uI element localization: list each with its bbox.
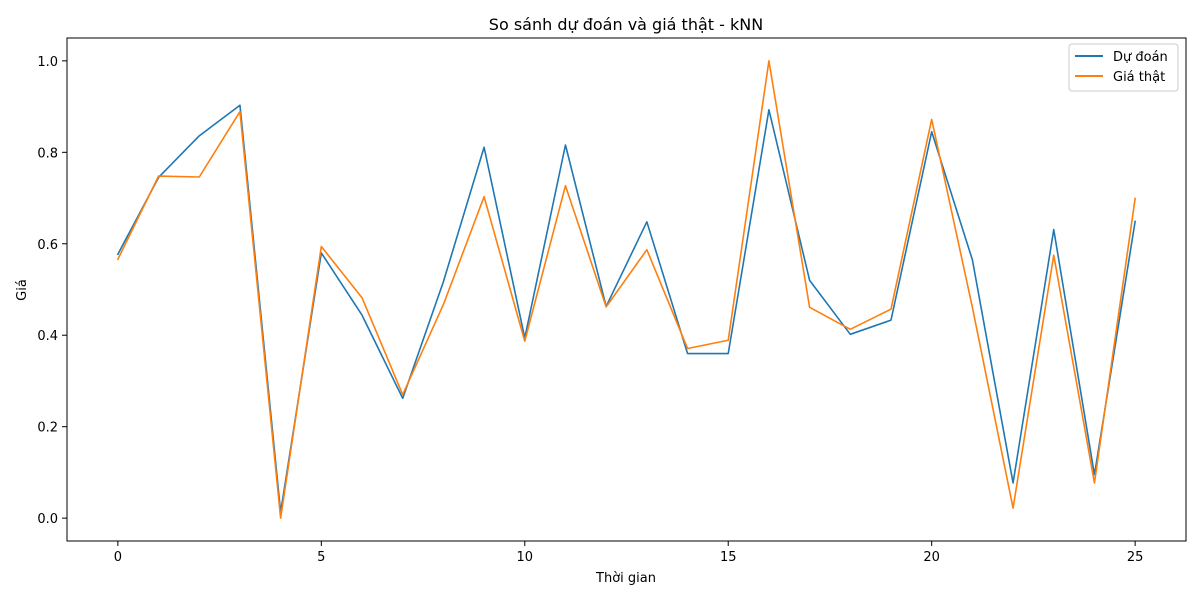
x-axis: 0 5 10 15 20 25 bbox=[114, 541, 1144, 565]
y-tick-label: 0.6 bbox=[37, 238, 58, 253]
y-tick-label: 0.2 bbox=[37, 421, 58, 436]
x-tick-label: 25 bbox=[1127, 550, 1144, 565]
x-axis-title: Thời gian bbox=[595, 571, 656, 586]
x-tick-label: 5 bbox=[317, 550, 325, 565]
legend-label-du-doan: Dự đoán bbox=[1113, 50, 1168, 65]
y-axis: 0.0 0.2 0.4 0.6 0.8 1.0 bbox=[37, 55, 67, 527]
y-tick-label: 0.8 bbox=[37, 146, 58, 161]
plot-area bbox=[66, 37, 1187, 542]
y-tick-label: 0.4 bbox=[37, 329, 58, 344]
y-tick-label: 1.0 bbox=[37, 55, 58, 70]
y-axis-title: Giá bbox=[15, 279, 30, 301]
x-tick-label: 10 bbox=[516, 550, 533, 565]
series-line-1 bbox=[116, 60, 1137, 519]
y-tick-label: 0.0 bbox=[37, 512, 58, 527]
x-tick-label: 15 bbox=[720, 550, 737, 565]
chart-title: So sánh dự đoán và giá thật - kNN bbox=[489, 15, 763, 34]
legend-label-gia-that: Giá thật bbox=[1113, 70, 1165, 85]
legend: Dự đoán Giá thật bbox=[1068, 43, 1179, 92]
series-lines bbox=[116, 60, 1137, 519]
x-tick-label: 0 bbox=[114, 550, 122, 565]
x-tick-label: 20 bbox=[923, 550, 940, 565]
plot-frame bbox=[66, 37, 1187, 542]
series-line-0 bbox=[116, 104, 1137, 513]
